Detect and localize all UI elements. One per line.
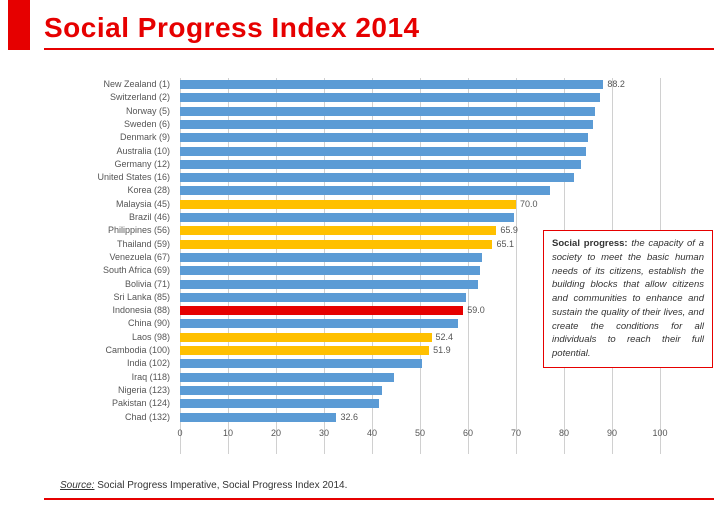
value-label: 59.0 [467,304,485,317]
x-tick: 30 [319,428,329,438]
value-label: 65.9 [500,224,518,237]
bar [180,226,496,235]
x-tick: 40 [367,428,377,438]
x-tick: 90 [607,428,617,438]
bar [180,413,336,422]
source-label: Source: [60,480,94,491]
y-label: Bolivia (71) [60,278,175,291]
definition-body: the capacity of a society to meet the ba… [552,238,704,359]
slide-title: Social Progress Index 2014 [44,12,420,44]
bar [180,306,463,315]
value-label: 88.2 [607,78,625,91]
chart-row: Pakistan (124) [60,397,670,410]
value-label: 52.4 [436,331,454,344]
x-tick: 80 [559,428,569,438]
bar [180,280,478,289]
x-tick: 50 [415,428,425,438]
y-label: Laos (98) [60,331,175,344]
chart-row: Sweden (6) [60,118,670,131]
source-line: Source: Social Progress Imperative, Soci… [60,480,347,491]
y-label: Philippines (56) [60,224,175,237]
x-tick: 0 [177,428,182,438]
y-label: Indonesia (88) [60,304,175,317]
chart-row: Malaysia (45) 70.0 [60,198,670,211]
y-label: Cambodia (100) [60,344,175,357]
bar [180,213,514,222]
y-label: China (90) [60,317,175,330]
y-label: Switzerland (2) [60,91,175,104]
chart-row: New Zealand (1) 88.2 [60,78,670,91]
bar [180,266,480,275]
definition-box: Social progress: the capacity of a socie… [543,230,713,368]
y-label: Denmark (9) [60,131,175,144]
bar [180,373,394,382]
title-rule [44,48,714,50]
value-label: 32.6 [340,411,358,424]
chart-row: Australia (10) [60,145,670,158]
chart-row: Norway (5) [60,105,670,118]
bar [180,133,588,142]
bar [180,80,603,89]
bar [180,346,429,355]
bar [180,399,379,408]
chart-row: Nigeria (123) [60,384,670,397]
chart-row: Chad (132) 32.6 [60,411,670,424]
x-tick: 70 [511,428,521,438]
source-text: Social Progress Imperative, Social Progr… [97,480,347,491]
bar [180,186,550,195]
chart-row: Switzerland (2) [60,91,670,104]
chart-row: United States (16) [60,171,670,184]
slide: Social Progress Index 2014 0 10 20 30 40 50 60… [0,0,728,520]
definition-lead: Social progress: [552,238,628,249]
x-tick: 100 [652,428,667,438]
y-label: Brazil (46) [60,211,175,224]
bar [180,359,422,368]
value-label: 65.1 [496,238,514,251]
bar [180,173,574,182]
bar [180,93,600,102]
bar [180,160,581,169]
bar [180,253,482,262]
bar [180,120,593,129]
bar [180,386,382,395]
chart-row: Denmark (9) [60,131,670,144]
chart-row: Iraq (118) [60,371,670,384]
y-label: Venezuela (67) [60,251,175,264]
footer-rule [44,498,714,500]
y-label: Norway (5) [60,105,175,118]
y-label: New Zealand (1) [60,78,175,91]
chart-row: Brazil (46) [60,211,670,224]
bar [180,107,595,116]
y-label: India (102) [60,357,175,370]
bar [180,147,586,156]
bar [180,240,492,249]
chart-row: Korea (28) [60,184,670,197]
value-label: 70.0 [520,198,538,211]
y-label: South Africa (69) [60,264,175,277]
bar [180,200,516,209]
accent-block [8,0,30,50]
title-wrap: Social Progress Index 2014 [44,12,420,44]
chart-row: Germany (12) [60,158,670,171]
y-label: Germany (12) [60,158,175,171]
bar [180,293,466,302]
y-label: Chad (132) [60,411,175,424]
bar [180,319,458,328]
y-label: Sri Lanka (85) [60,291,175,304]
y-label: Nigeria (123) [60,384,175,397]
y-label: Malaysia (45) [60,198,175,211]
x-tick: 60 [463,428,473,438]
y-label: Iraq (118) [60,371,175,384]
x-tick: 10 [223,428,233,438]
y-label: Pakistan (124) [60,397,175,410]
y-label: Sweden (6) [60,118,175,131]
value-label: 51.9 [433,344,451,357]
x-axis: 0102030405060708090100 [180,428,660,448]
x-tick: 20 [271,428,281,438]
y-label: Australia (10) [60,145,175,158]
bar [180,333,432,342]
y-label: United States (16) [60,171,175,184]
y-label: Thailand (59) [60,238,175,251]
y-label: Korea (28) [60,184,175,197]
